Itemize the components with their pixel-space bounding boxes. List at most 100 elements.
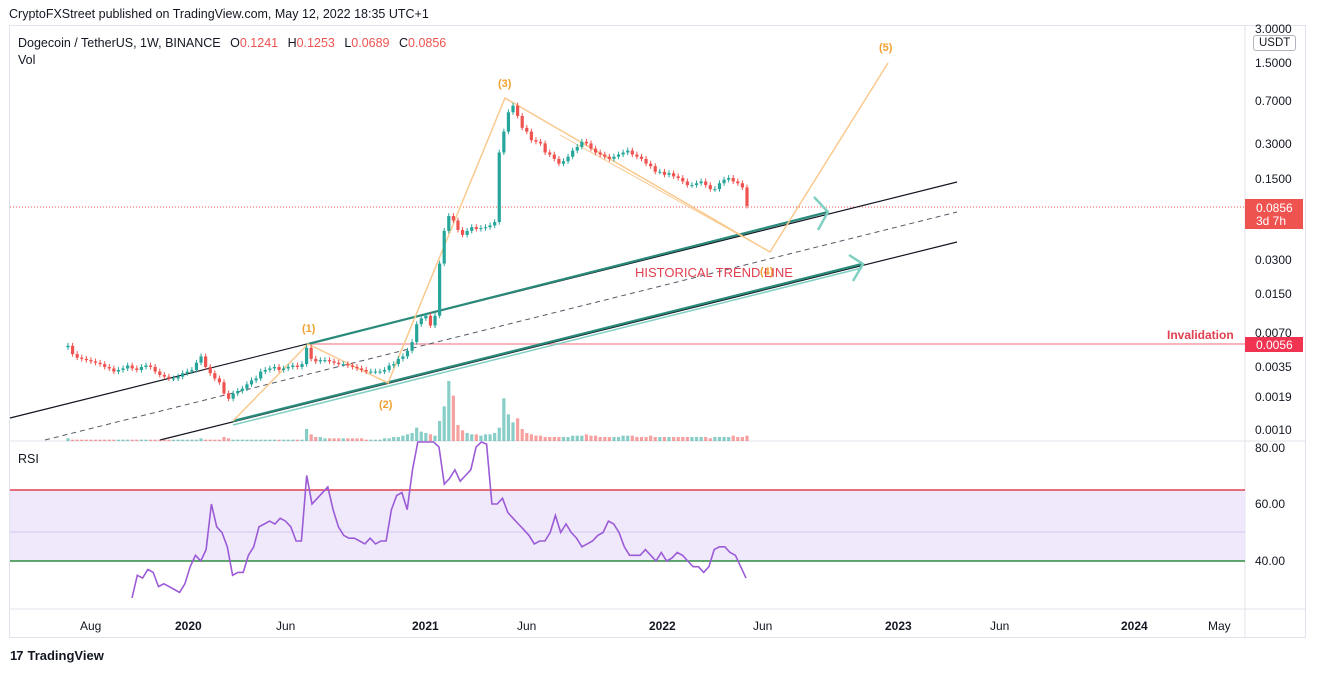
candle-body [676, 176, 680, 178]
tradingview-logo-icon: 17 [10, 648, 24, 663]
candle-body [502, 131, 506, 153]
volume-bar [332, 438, 336, 441]
candle-body [552, 154, 556, 159]
volume-bar [364, 439, 368, 441]
volume-group [66, 381, 749, 441]
volume-bar [713, 437, 717, 441]
trend-line-lower-green[interactable] [232, 262, 863, 423]
rsi-tick-40: 40.00 [1255, 554, 1285, 568]
trend-line-lower-green-light [232, 267, 863, 426]
rsi-group[interactable] [131, 441, 747, 599]
candle-body [171, 378, 176, 380]
candle-body [318, 360, 322, 362]
volume-bar [415, 427, 419, 441]
volume-bar [346, 438, 350, 441]
volume-bar [282, 439, 286, 441]
volume-bar [676, 437, 680, 441]
candle-body [690, 185, 694, 187]
price-tick-0-7: 0.7000 [1255, 94, 1292, 108]
volume-bar [204, 439, 208, 441]
volume-bar [304, 429, 309, 441]
arrow-head-upper [813, 196, 830, 231]
volume-bar [493, 433, 497, 441]
candle-body [249, 380, 254, 385]
volume-bar [419, 431, 423, 441]
trend-line-upper-green[interactable] [307, 210, 829, 346]
volume-bar [181, 439, 185, 441]
rsi-tick-60: 60.00 [1255, 497, 1285, 511]
volume-bar [382, 438, 387, 441]
volume-bar [130, 439, 134, 441]
candles-group[interactable] [66, 102, 749, 402]
volume-bar [571, 435, 575, 441]
candle-body [282, 368, 286, 370]
volume-bar [199, 438, 203, 441]
time-axis[interactable]: Aug 2020 Jun 2021 Jun 2022 Jun 2023 Jun … [80, 619, 1231, 633]
volume-bar [126, 439, 130, 441]
wave-label-5: (5) [879, 42, 893, 54]
candle-body [708, 185, 712, 190]
volume-bar [360, 438, 364, 441]
candle-body [222, 382, 226, 394]
price-axis[interactable]: 3.0000 1.5000 0.7000 0.3000 0.1500 0.030… [1255, 22, 1292, 437]
rsi-label[interactable]: RSI [18, 452, 39, 466]
candle-body [75, 354, 79, 358]
candle-body [598, 152, 602, 155]
volume-bar [639, 437, 644, 441]
volume-bar [525, 433, 529, 441]
volume-bar [433, 435, 437, 441]
candle-body [630, 150, 634, 155]
volume-bar [208, 439, 212, 441]
rsi-band [10, 490, 1245, 561]
volume-bar [171, 439, 176, 441]
volume-bar [226, 438, 231, 441]
volume-label[interactable]: Vol [18, 53, 36, 67]
volume-bar [153, 439, 157, 441]
candle-body [217, 378, 221, 383]
volume-bar [456, 425, 460, 441]
currency-button[interactable]: USDT [1253, 35, 1297, 51]
candle-body [580, 141, 584, 147]
volume-bar [630, 435, 634, 441]
candle-body [653, 166, 657, 172]
published-header: CryptoFXStreet published on TradingView.… [9, 7, 429, 21]
tradingview-brand[interactable]: 17 TradingView [10, 648, 104, 663]
volume-bar [80, 439, 84, 441]
candle-body [616, 154, 621, 157]
candle-body [364, 369, 368, 372]
candle-body [277, 366, 281, 370]
candle-body [497, 152, 501, 223]
volume-bar [162, 439, 166, 441]
candle-body [254, 378, 258, 381]
candle-body [561, 161, 566, 164]
wave-channel-line [559, 134, 771, 253]
volume-bar [731, 435, 735, 441]
time-tick-jun-2020: Jun [276, 619, 295, 633]
volume-bar [552, 437, 556, 441]
volume-bar [516, 418, 520, 441]
wave-label-3: (3) [498, 78, 512, 90]
chart-frame[interactable] [9, 25, 1306, 638]
candle-body [116, 369, 121, 372]
volume-bar [254, 439, 258, 441]
volume-bar [460, 430, 465, 441]
volume-bar [566, 437, 570, 441]
elliott-wave-path[interactable] [232, 62, 889, 422]
candle-body [332, 361, 336, 363]
volume-bar [502, 398, 506, 441]
volume-bar [470, 434, 474, 441]
symbol-legend[interactable]: Dogecoin / TetherUS, 1W, BINANCE O0.1241… [18, 36, 446, 50]
candle-body [304, 347, 309, 365]
rsi-line[interactable] [131, 441, 747, 599]
volume-bar [263, 439, 267, 441]
candle-body [410, 342, 414, 351]
price-tick-0-3: 0.3000 [1255, 137, 1292, 151]
rsi-axis[interactable]: 80.00 60.00 40.00 [1255, 441, 1285, 568]
volume-bar [410, 433, 414, 441]
volume-bar [236, 439, 240, 441]
tradingview-brand-text: TradingView [27, 648, 104, 663]
price-tick-0-15: 0.1500 [1255, 172, 1292, 186]
channel-mid-line[interactable] [44, 211, 958, 441]
candle-body [731, 178, 735, 182]
